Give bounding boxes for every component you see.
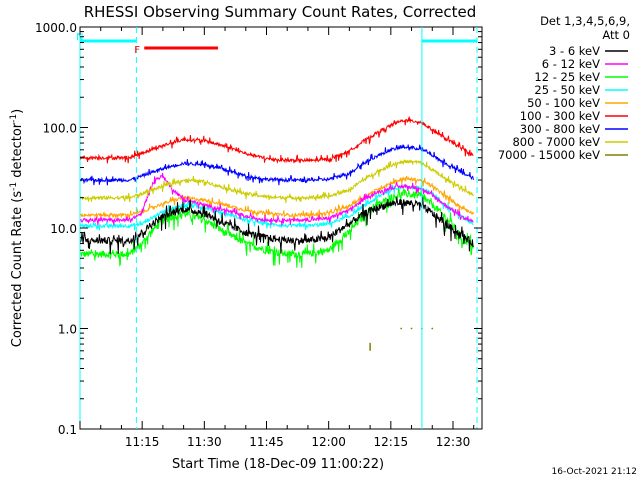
legend-header-detectors: Det 1,3,4,5,6,9, <box>540 14 630 28</box>
series-100-300-kev <box>79 116 474 165</box>
overlay-layer: NF <box>76 27 478 429</box>
series-800-7000-kev <box>79 158 474 204</box>
x-axis-label: Start Time (18-Dec-09 11:00:22) <box>172 457 384 472</box>
x-tick-label: 12:30 <box>436 435 471 449</box>
x-tick-label: 11:45 <box>249 435 284 449</box>
att-marker-0 <box>400 327 403 330</box>
series-layer <box>79 116 474 351</box>
legend-label-12-25-kev: 12 - 25 keV <box>534 70 600 84</box>
legend-label-3-6-kev: 3 - 6 keV <box>549 44 600 58</box>
x-tick-label: 11:15 <box>125 435 160 449</box>
legend-label-25-50-kev: 25 - 50 keV <box>534 83 600 97</box>
timestamp: 16-Oct-2021 21:12 <box>552 467 637 477</box>
series-50-100-kev <box>79 175 474 220</box>
y-axis-label-sup1: -1 <box>9 182 19 191</box>
bar-label-f: F <box>134 45 140 56</box>
y-tick-label: 0.1 <box>58 423 77 437</box>
y-axis-label-sup2: -1 <box>9 114 19 123</box>
series-12-25-kev <box>79 187 474 268</box>
series-25-50-kev <box>79 183 474 231</box>
y-axis-label-main: Corrected Count Rate (s <box>10 191 25 348</box>
legend-label-50-100-kev: 50 - 100 keV <box>527 96 600 110</box>
y-tick-label: 100.0 <box>43 122 77 136</box>
series-300-800-kev <box>79 143 474 186</box>
att-marker-3 <box>431 327 434 330</box>
att-marker-1 <box>410 327 413 330</box>
legend-label-7000-15000-kev: 7000 - 15000 keV <box>498 148 600 162</box>
legend-label-6-12-kev: 6 - 12 keV <box>542 57 600 71</box>
x-tick-label: 12:00 <box>311 435 346 449</box>
x-tick-label: 11:30 <box>187 435 222 449</box>
legend-header-attenuator: Att 0 <box>602 28 630 42</box>
legend-label-100-300-kev: 100 - 300 keV <box>520 109 600 123</box>
y-tick-label: 1000.0 <box>35 21 77 35</box>
y-tick-label: 1.0 <box>58 323 77 337</box>
axis-layer: 0.1 1.0 10.0 100.0 1000.0 11:15 11:30 11:45 12:0… <box>35 21 482 449</box>
y-axis-label-mid: detector <box>10 122 25 182</box>
series-6-12-kev <box>79 172 474 226</box>
chart-title: RHESSI Observing Summary Count Rates, Co… <box>84 3 477 21</box>
series-3-6-kev <box>79 197 474 255</box>
x-tick-label: 12:15 <box>374 435 409 449</box>
bar-label-n: N <box>76 32 83 43</box>
y-axis-label: Corrected Count Rate (s-1 detector-1) <box>9 109 25 347</box>
y-tick-label: 10.0 <box>50 222 77 236</box>
legend-label-300-800-kev: 300 - 800 keV <box>520 122 600 136</box>
legend-label-800-7000-kev: 800 - 7000 keV <box>512 135 600 149</box>
y-axis-label-end: ) <box>10 109 25 114</box>
